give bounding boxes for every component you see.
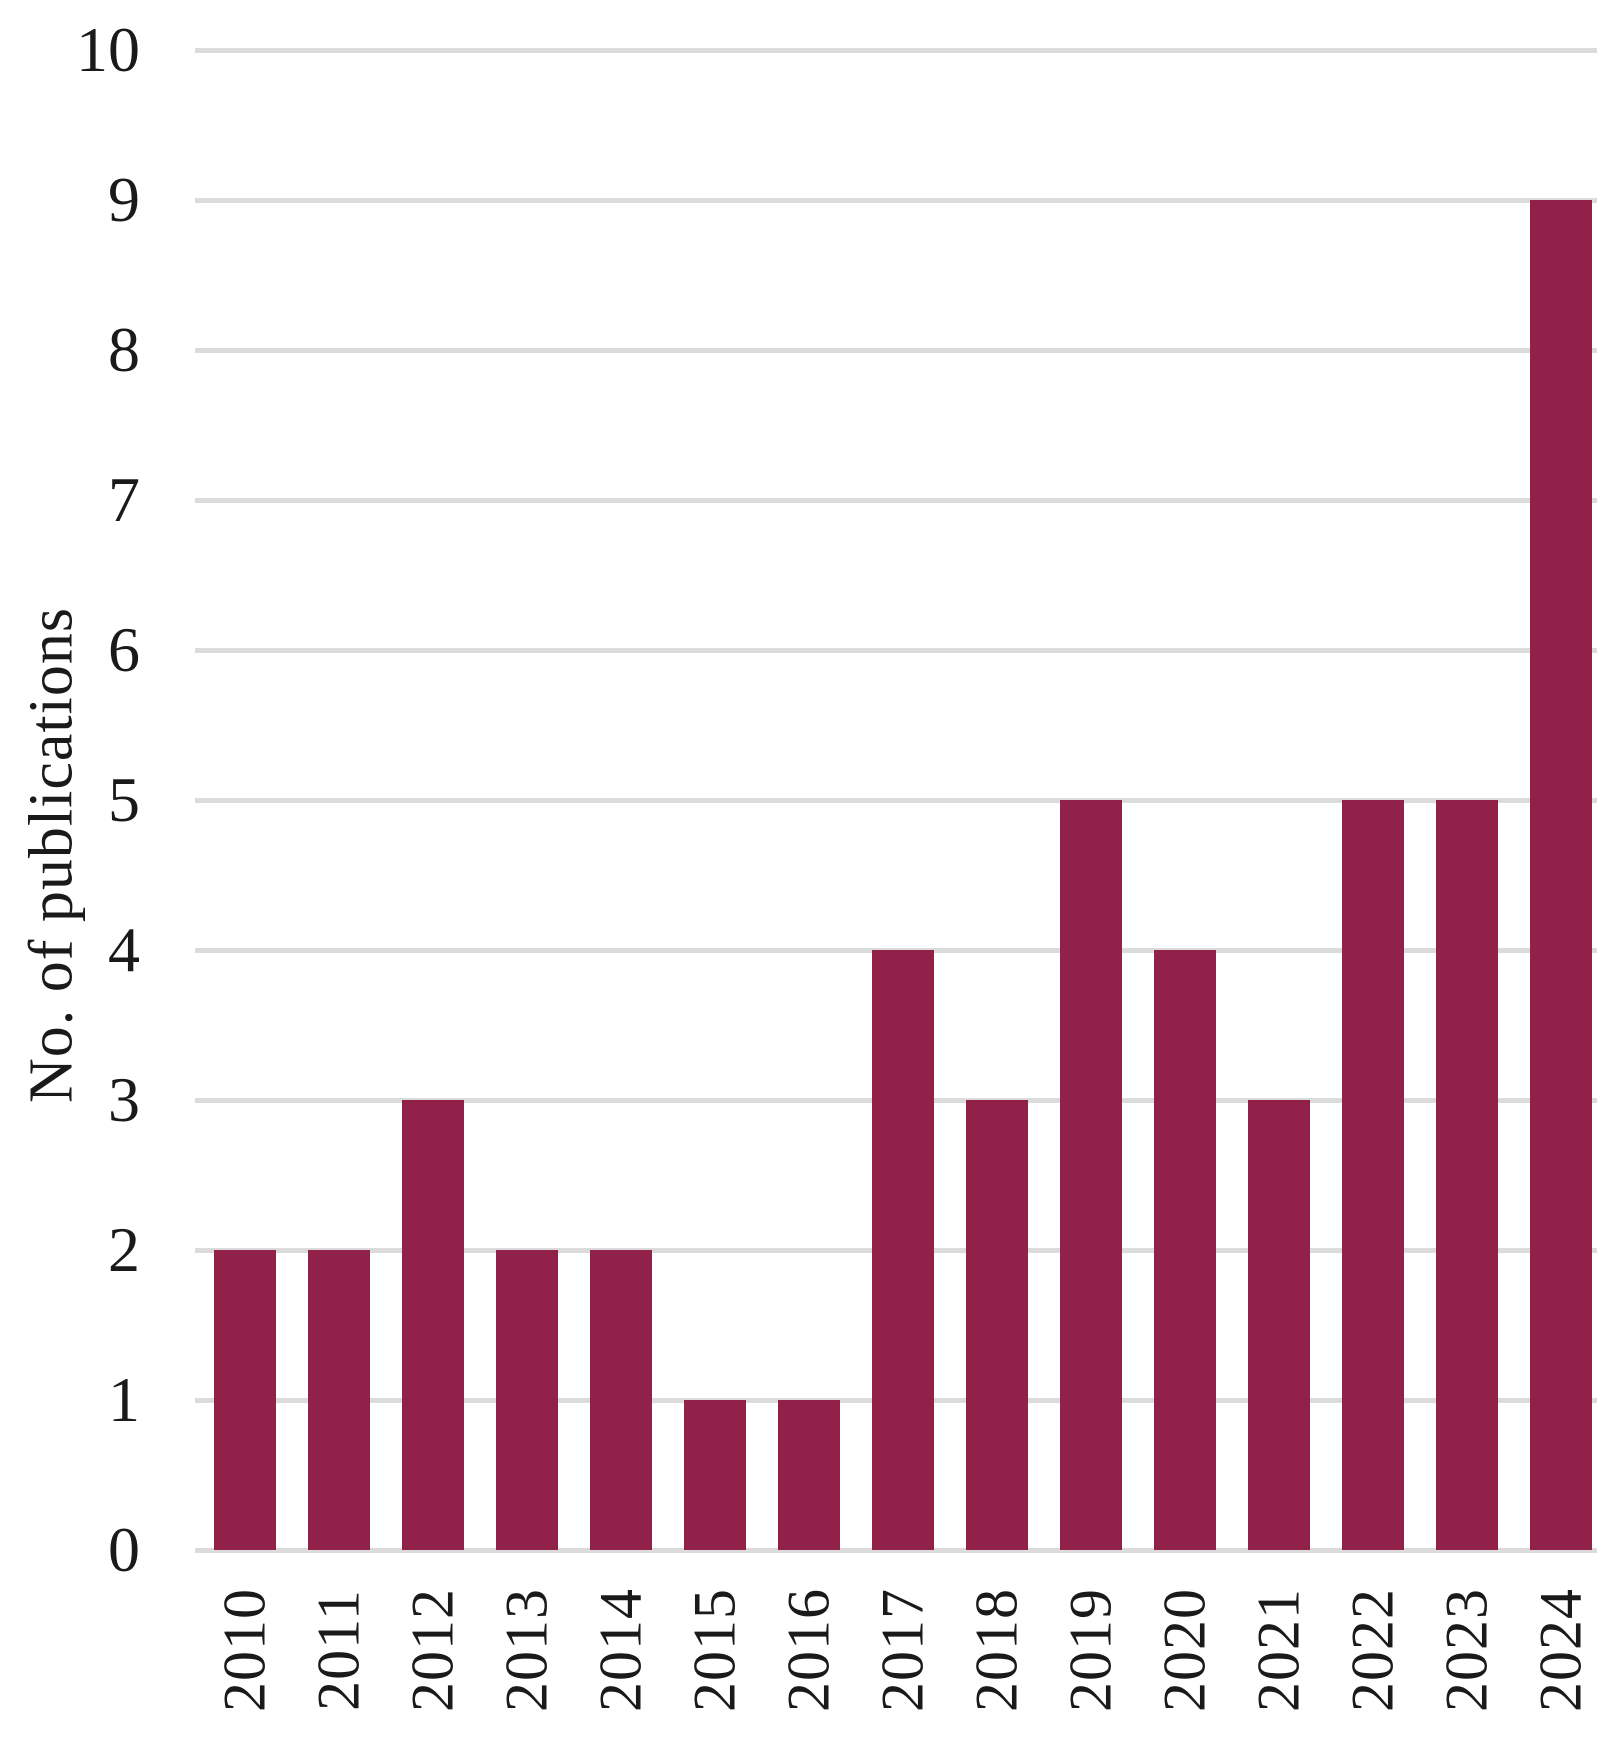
bar-2014	[590, 1250, 652, 1550]
y-tick-label-7: 7	[108, 464, 140, 535]
gridline-7	[195, 498, 1597, 503]
bar-2016	[778, 1400, 840, 1550]
x-tick-label-2013: 2013	[493, 1588, 560, 1712]
bar-2013	[496, 1250, 558, 1550]
bar-2023	[1436, 800, 1498, 1550]
x-tick-label-2011: 2011	[305, 1589, 372, 1711]
plot-area	[195, 48, 1597, 1553]
gridline-0	[195, 1548, 1597, 1553]
y-tick-label-4: 4	[108, 914, 140, 985]
y-tick-label-10: 10	[76, 14, 140, 85]
x-tick-label-2017: 2017	[869, 1588, 936, 1712]
bar-2021	[1248, 1100, 1310, 1550]
y-tick-label-5: 5	[108, 764, 140, 835]
x-tick-label-2014: 2014	[587, 1588, 654, 1712]
y-tick-label-8: 8	[108, 314, 140, 385]
bar-2011	[308, 1250, 370, 1550]
x-tick-label-2018: 2018	[963, 1588, 1030, 1712]
bar-2024	[1530, 200, 1592, 1550]
gridline-8	[195, 348, 1597, 353]
y-tick-label-6: 6	[108, 614, 140, 685]
x-tick-label-2012: 2012	[399, 1588, 466, 1712]
x-tick-label-2015: 2015	[681, 1588, 748, 1712]
x-tick-label-2021: 2021	[1245, 1588, 1312, 1712]
gridline-9	[195, 198, 1597, 203]
bar-2017	[872, 950, 934, 1550]
y-tick-label-9: 9	[108, 164, 140, 235]
gridline-5	[195, 798, 1597, 803]
y-tick-label-2: 2	[108, 1214, 140, 1285]
bar-2010	[214, 1250, 276, 1550]
x-tick-label-2024: 2024	[1527, 1588, 1594, 1712]
bar-2020	[1154, 950, 1216, 1550]
gridline-10	[195, 48, 1597, 53]
bar-2015	[684, 1400, 746, 1550]
x-tick-label-2020: 2020	[1151, 1588, 1218, 1712]
x-tick-label-2022: 2022	[1339, 1588, 1406, 1712]
x-tick-label-2016: 2016	[775, 1588, 842, 1712]
bar-2019	[1060, 800, 1122, 1550]
x-tick-label-2010: 2010	[211, 1588, 278, 1712]
y-tick-label-1: 1	[108, 1364, 140, 1435]
gridline-6	[195, 648, 1597, 653]
bar-2022	[1342, 800, 1404, 1550]
x-tick-label-2023: 2023	[1433, 1588, 1500, 1712]
bar-2012	[402, 1100, 464, 1550]
x-tick-label-2019: 2019	[1057, 1588, 1124, 1712]
y-tick-label-3: 3	[108, 1064, 140, 1135]
y-tick-label-0: 0	[108, 1514, 140, 1585]
bar-2018	[966, 1100, 1028, 1550]
